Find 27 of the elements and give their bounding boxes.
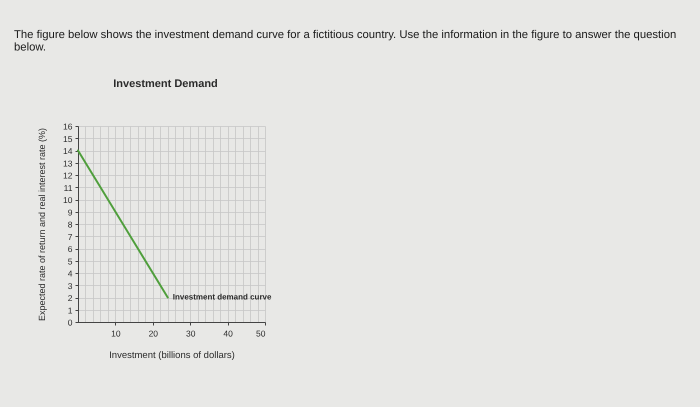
x-tick-label: 20 <box>148 328 158 338</box>
y-tick-label: 16 <box>63 122 73 132</box>
y-tick-label: 4 <box>68 268 73 278</box>
y-tick-label: 0 <box>68 318 73 328</box>
x-tick-label: 10 <box>111 328 121 338</box>
series-label: Investment demand curve <box>172 292 272 302</box>
text: The figure below shows the investment demand curve for a fictitious country. Use the information in the figure to answer the question below. <box>14 29 676 54</box>
x-tick-label: 30 <box>186 328 196 338</box>
y-tick-label: 8 <box>68 220 73 230</box>
y-tick-label: 2 <box>68 293 73 303</box>
y-tick-label: 7 <box>68 232 73 242</box>
y-tick-label: 1 <box>68 305 73 316</box>
y-tick-label: 13 <box>63 158 73 168</box>
chart-title: Investment Demand <box>113 78 218 90</box>
y-tick-label: 5 <box>68 256 73 266</box>
y-tick-label: 6 <box>68 244 73 254</box>
y-tick-label: 15 <box>63 134 73 144</box>
x-tick-label: 40 <box>223 328 234 338</box>
x-axis-title: Investment (billions of dollars) <box>109 350 235 361</box>
y-tick-label: 12 <box>63 170 73 180</box>
x-tick-label: 50 <box>256 328 266 338</box>
y-tick-label: 11 <box>64 182 73 193</box>
y-tick-label: 10 <box>63 195 73 205</box>
y-tick-label: 9 <box>68 207 73 218</box>
y-axis-title: Expected rate of return and real interest rate (%) <box>37 128 48 322</box>
y-tick-label: 3 <box>68 280 73 291</box>
y-tick-label: 14 <box>63 146 73 156</box>
